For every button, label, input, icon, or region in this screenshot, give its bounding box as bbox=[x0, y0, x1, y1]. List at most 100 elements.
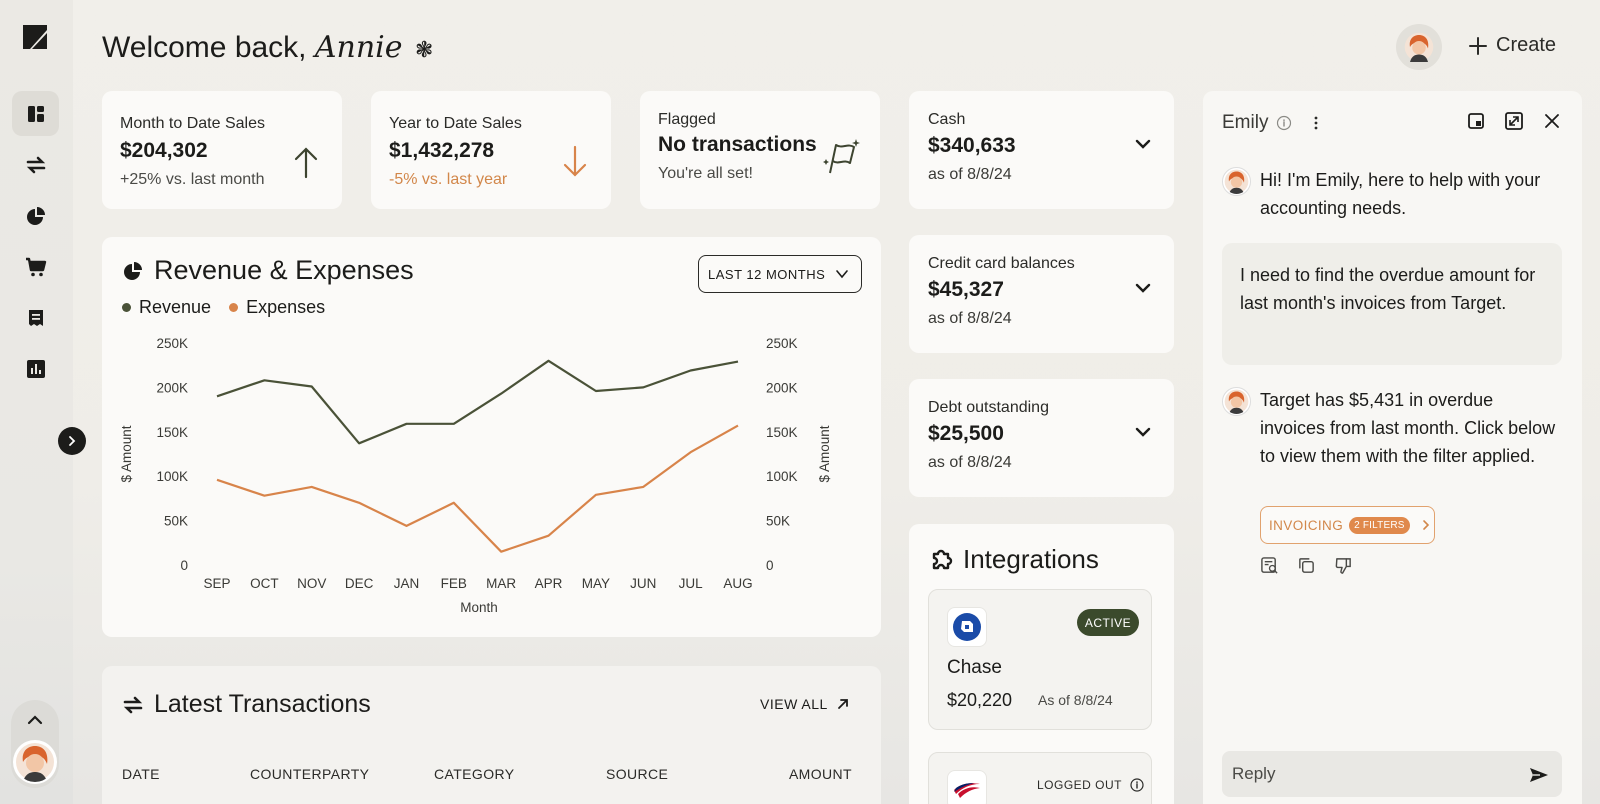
y-tick-label-right: 250K bbox=[766, 336, 798, 351]
y-tick-label-right: 50K bbox=[766, 514, 790, 529]
close-icon[interactable] bbox=[1542, 111, 1562, 131]
view-all-label: VIEW ALL bbox=[760, 696, 828, 712]
filter-count-badge: 2 FILTERS bbox=[1349, 516, 1410, 534]
info-icon[interactable] bbox=[1130, 778, 1144, 792]
y-tick-label-left: 100K bbox=[156, 469, 188, 484]
reply-input[interactable]: Reply bbox=[1222, 751, 1562, 797]
view-source-icon[interactable] bbox=[1260, 556, 1279, 575]
transfer-icon bbox=[123, 696, 143, 713]
kpi-card-year-to-date[interactable]: Year to Date Sales $1,432,278 -5% vs. la… bbox=[371, 91, 611, 209]
account-value: $45,327 bbox=[928, 278, 1004, 301]
assistant-message: Target has $5,431 in overdue invoices fr… bbox=[1222, 386, 1562, 470]
x-tick-label: MAR bbox=[486, 576, 516, 591]
y-axis-label-left: $ Amount bbox=[119, 425, 134, 482]
arrow-down-icon bbox=[563, 145, 587, 177]
send-icon[interactable] bbox=[1528, 764, 1550, 786]
column-header[interactable]: DATE bbox=[122, 766, 160, 782]
invoicing-filter-chip[interactable]: INVOICING 2 FILTERS bbox=[1260, 506, 1435, 544]
legend-revenue[interactable]: Revenue bbox=[122, 297, 211, 318]
account-as-of: as of 8/8/24 bbox=[928, 310, 1012, 327]
chase-logo bbox=[947, 607, 987, 647]
user-message: I need to find the overdue amount for la… bbox=[1222, 243, 1562, 365]
flower-icon: ❃ bbox=[414, 37, 434, 62]
dock-icon[interactable] bbox=[1466, 111, 1486, 131]
kpi-status: You're all set! bbox=[658, 165, 753, 182]
more-options-icon[interactable] bbox=[1308, 115, 1324, 131]
integration-as-of: As of 8/8/24 bbox=[1038, 692, 1113, 708]
expand-icon[interactable] bbox=[1504, 111, 1524, 131]
x-tick-label: DEC bbox=[345, 576, 374, 591]
y-tick-label-left: 50K bbox=[164, 514, 188, 529]
nav-reports[interactable] bbox=[12, 193, 59, 238]
nav-analytics[interactable] bbox=[12, 346, 59, 391]
receipt-icon bbox=[28, 309, 43, 326]
column-header[interactable]: SOURCE bbox=[606, 766, 669, 782]
column-header[interactable]: COUNTERPARTY bbox=[250, 766, 370, 782]
chevron-right-icon bbox=[69, 436, 76, 446]
series-line-revenue[interactable] bbox=[216, 359, 739, 445]
pie-chart-icon bbox=[26, 206, 45, 225]
x-tick-label: AUG bbox=[723, 576, 752, 591]
user-name: Annie bbox=[314, 30, 403, 65]
integration-amount: $20,220 bbox=[947, 690, 1013, 710]
top-avatar[interactable] bbox=[1396, 24, 1442, 70]
bank-of-america-logo bbox=[947, 770, 987, 804]
y-tick-label-right: 200K bbox=[766, 380, 798, 395]
kpi-change: +25% vs. last month bbox=[120, 171, 265, 188]
thumbs-down-icon[interactable] bbox=[1334, 556, 1353, 575]
avatar[interactable] bbox=[13, 740, 57, 784]
y-tick-label-left: 0 bbox=[180, 558, 188, 573]
logo-icon[interactable] bbox=[20, 22, 50, 52]
arrow-up-icon bbox=[294, 147, 318, 179]
nav-sales[interactable] bbox=[12, 244, 59, 289]
y-tick-label-left: 250K bbox=[156, 336, 188, 351]
dashboard-icon bbox=[27, 105, 44, 122]
y-axis-label-right: $ Amount bbox=[817, 425, 832, 482]
column-header[interactable]: CATEGORY bbox=[434, 766, 515, 782]
y-tick-label-right: 100K bbox=[766, 469, 798, 484]
user-menu[interactable] bbox=[11, 700, 59, 788]
chevron-down-icon[interactable] bbox=[1134, 279, 1152, 297]
sidebar bbox=[0, 0, 73, 804]
view-all-link[interactable]: VIEW ALL bbox=[760, 696, 850, 712]
column-header[interactable]: AMOUNT bbox=[788, 766, 852, 782]
nav-transactions[interactable] bbox=[12, 142, 59, 187]
x-tick-label: MAY bbox=[582, 576, 610, 591]
series-line-expenses[interactable] bbox=[216, 424, 739, 553]
info-icon[interactable] bbox=[1276, 115, 1292, 131]
account-label: Cash bbox=[928, 111, 966, 128]
transactions-title-text: Latest Transactions bbox=[154, 690, 371, 718]
copy-icon[interactable] bbox=[1297, 556, 1316, 575]
create-button[interactable]: Create bbox=[1468, 34, 1556, 57]
integration-item-chase[interactable]: ACTIVE Chase $20,220 As of 8/8/24 bbox=[928, 589, 1152, 730]
chevron-right-icon bbox=[1422, 520, 1429, 530]
line-chart: 0 0 50K 50K 100K 100K 150K 150K 200K 200K 250K 250K… bbox=[119, 336, 832, 615]
kpi-value: No transactions bbox=[658, 133, 817, 156]
chevron-up-icon[interactable] bbox=[25, 710, 45, 730]
nav-dashboard[interactable] bbox=[12, 91, 59, 136]
account-card-cash[interactable]: Cash $340,633 as of 8/8/24 bbox=[909, 91, 1174, 209]
create-label: Create bbox=[1496, 34, 1557, 56]
range-select[interactable]: LAST 12 MONTHS bbox=[698, 255, 862, 293]
account-value: $340,633 bbox=[928, 134, 1016, 157]
kpi-card-month-to-date[interactable]: Month to Date Sales $204,302 +25% vs. la… bbox=[102, 91, 342, 209]
flag-icon bbox=[823, 139, 860, 174]
kpi-change: -5% vs. last year bbox=[389, 171, 508, 188]
account-label: Debt outstanding bbox=[928, 399, 1049, 416]
kpi-card-flagged[interactable]: Flagged No transactions You're all set! bbox=[640, 91, 880, 209]
nav-invoices[interactable] bbox=[12, 295, 59, 340]
range-select-label: LAST 12 MONTHS bbox=[708, 266, 826, 282]
status-badge: ACTIVE bbox=[1077, 609, 1139, 636]
chevron-down-icon[interactable] bbox=[1134, 423, 1152, 441]
assistant-avatar bbox=[1222, 387, 1251, 416]
account-card-credit[interactable]: Credit card balances $45,327 as of 8/8/2… bbox=[909, 235, 1174, 353]
arrow-up-right-icon bbox=[837, 699, 848, 709]
x-axis-label: Month bbox=[460, 600, 498, 615]
integration-item-bank-of-america[interactable]: LOGGED OUT bbox=[928, 752, 1152, 804]
chevron-down-icon bbox=[836, 270, 849, 279]
puzzle-icon bbox=[932, 549, 953, 569]
account-card-debt[interactable]: Debt outstanding $25,500 as of 8/8/24 bbox=[909, 379, 1174, 497]
legend-expenses[interactable]: Expenses bbox=[229, 297, 325, 318]
expand-sidebar-button[interactable] bbox=[58, 427, 86, 455]
chevron-down-icon[interactable] bbox=[1134, 135, 1152, 153]
